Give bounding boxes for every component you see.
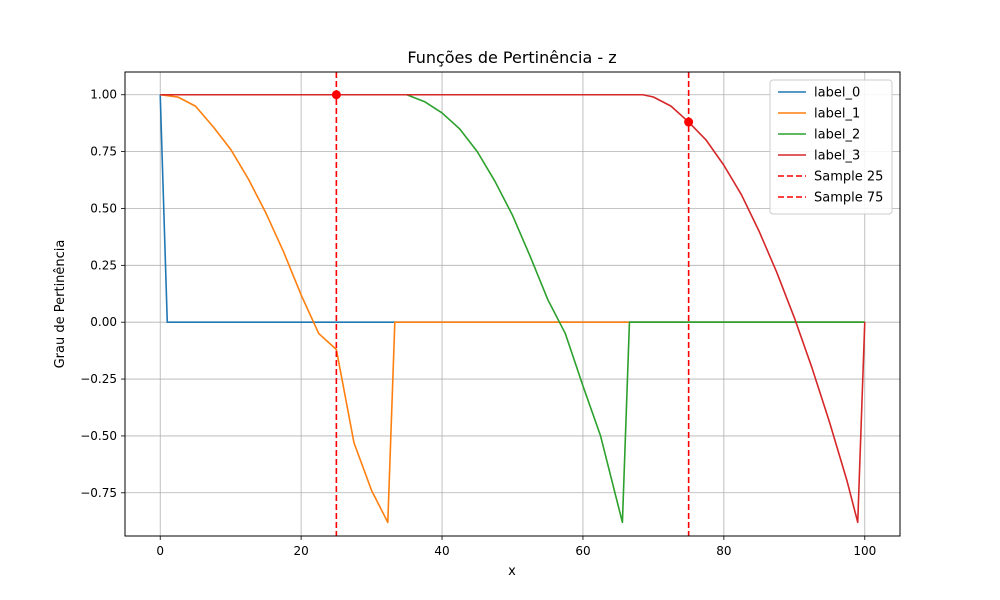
y-tick-label: −0.25	[80, 372, 117, 386]
y-tick-label: 0.50	[90, 201, 117, 215]
x-tick-label: 0	[156, 544, 164, 558]
y-tick-label: 1.00	[90, 88, 117, 102]
x-tick-label: 40	[434, 544, 449, 558]
legend-label: label_0	[814, 86, 860, 101]
y-tick-label: 0.00	[90, 315, 117, 329]
y-tick-label: −0.75	[80, 486, 117, 500]
axis-ticks: 0 20 40 60 80 100 1.00 0.75 0.50 0.25 0.00 −0.25 −0.…	[80, 88, 876, 558]
x-tick-label: 20	[293, 544, 308, 558]
series-layer	[159, 72, 866, 536]
y-tick-label: 0.25	[90, 258, 117, 272]
sample-point-75	[684, 117, 694, 127]
series-line-label_3	[160, 93, 866, 524]
legend-label: Sample 25	[814, 170, 883, 185]
legend: label_0 label_1 label_2 label_3 Sample 25 Sam…	[769, 79, 893, 215]
x-tick-label: 80	[716, 544, 731, 558]
chart-title: Funções de Pertinência - z	[407, 48, 616, 67]
legend-label: label_2	[814, 128, 860, 143]
x-tick-label: 100	[853, 544, 876, 558]
series-line-label_1	[160, 93, 865, 524]
x-tick-label: 60	[575, 544, 590, 558]
y-axis-label: Grau de Pertinência	[53, 240, 68, 369]
legend-label: label_3	[814, 149, 860, 164]
sample-point-25	[331, 90, 341, 100]
y-tick-label: −0.50	[80, 429, 117, 443]
y-tick-label: 0.75	[90, 145, 117, 159]
x-axis-label: x	[508, 564, 516, 579]
legend-label: Sample 75	[814, 191, 883, 206]
series-line-label_2	[394, 93, 865, 524]
plot-frame	[124, 71, 901, 537]
legend-label: label_1	[814, 107, 860, 122]
